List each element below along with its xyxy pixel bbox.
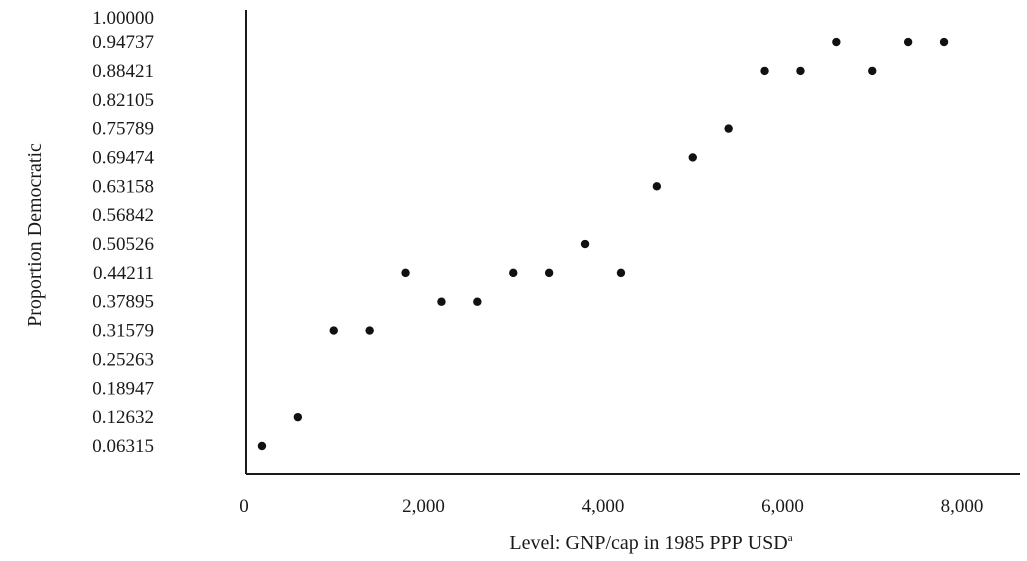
x-tick-label: 4,000 <box>582 496 625 517</box>
y-tick-label: 0.94737 <box>92 32 154 53</box>
y-tick-label: 0.50526 <box>92 234 154 255</box>
data-point <box>832 37 841 47</box>
data-point <box>437 297 446 306</box>
y-tick-label: 1.00000 <box>92 8 154 29</box>
data-point <box>688 153 697 162</box>
data-points <box>257 37 949 451</box>
data-point <box>939 37 949 47</box>
x-axis-title: Level: GNP/cap in 1985 PPP USDa <box>509 532 792 554</box>
data-point <box>796 66 805 76</box>
x-tick-label: 0 <box>239 496 249 517</box>
y-tick-label: 0.25263 <box>92 349 154 370</box>
x-axis-title-ppp: PPP <box>709 532 742 554</box>
x-axis: 0 2,000 4,000 6,000 8,000 <box>239 473 1020 517</box>
y-tick-label: 0.37895 <box>92 292 154 313</box>
data-point <box>329 326 338 335</box>
y-tick-label: 0.44211 <box>93 263 154 284</box>
data-point <box>616 268 626 278</box>
x-tick-label: 6,000 <box>761 496 804 517</box>
data-point <box>580 239 590 249</box>
x-axis-title-prefix: Level: <box>509 532 565 554</box>
x-tick-label: 2,000 <box>402 496 445 517</box>
x-tick-label: 8,000 <box>941 496 984 517</box>
data-point <box>473 297 482 306</box>
x-axis-title-gnp: GNP <box>565 532 605 554</box>
data-point <box>724 124 733 133</box>
y-axis-title: Proportion Democratic <box>24 143 46 327</box>
x-axis-title-footnote: a <box>788 532 793 544</box>
data-point <box>509 268 518 278</box>
y-axis: 1.00000 0.94737 0.88421 0.82105 0.75789 0.694… <box>92 8 247 474</box>
data-point <box>257 441 267 451</box>
y-tick-label: 0.69474 <box>92 147 154 168</box>
y-tick-label: 0.88421 <box>92 61 154 82</box>
y-tick-label: 0.75789 <box>92 119 154 140</box>
x-axis-title-usd: USD <box>748 532 788 554</box>
data-point <box>652 182 662 191</box>
y-tick-label: 0.82105 <box>92 90 154 111</box>
y-tick-label: 0.56842 <box>92 205 154 226</box>
y-tick-labels: 1.00000 0.94737 0.88421 0.82105 0.75789 0.694… <box>92 8 154 457</box>
y-tick-label: 0.06315 <box>92 436 154 457</box>
y-tick-label: 0.31579 <box>92 321 154 342</box>
data-point <box>760 66 769 76</box>
data-point <box>544 268 554 278</box>
x-tick-labels: 0 2,000 4,000 6,000 8,000 <box>239 496 983 517</box>
data-point <box>868 66 877 76</box>
y-tick-label: 0.12632 <box>92 407 154 428</box>
x-axis-title-cap: /cap in 1985 <box>605 532 709 554</box>
y-tick-label: 0.18947 <box>92 378 154 399</box>
y-tick-label: 0.63158 <box>92 176 154 197</box>
data-point <box>903 37 913 47</box>
data-point <box>401 268 410 278</box>
data-point <box>365 326 374 335</box>
data-point <box>293 412 303 422</box>
